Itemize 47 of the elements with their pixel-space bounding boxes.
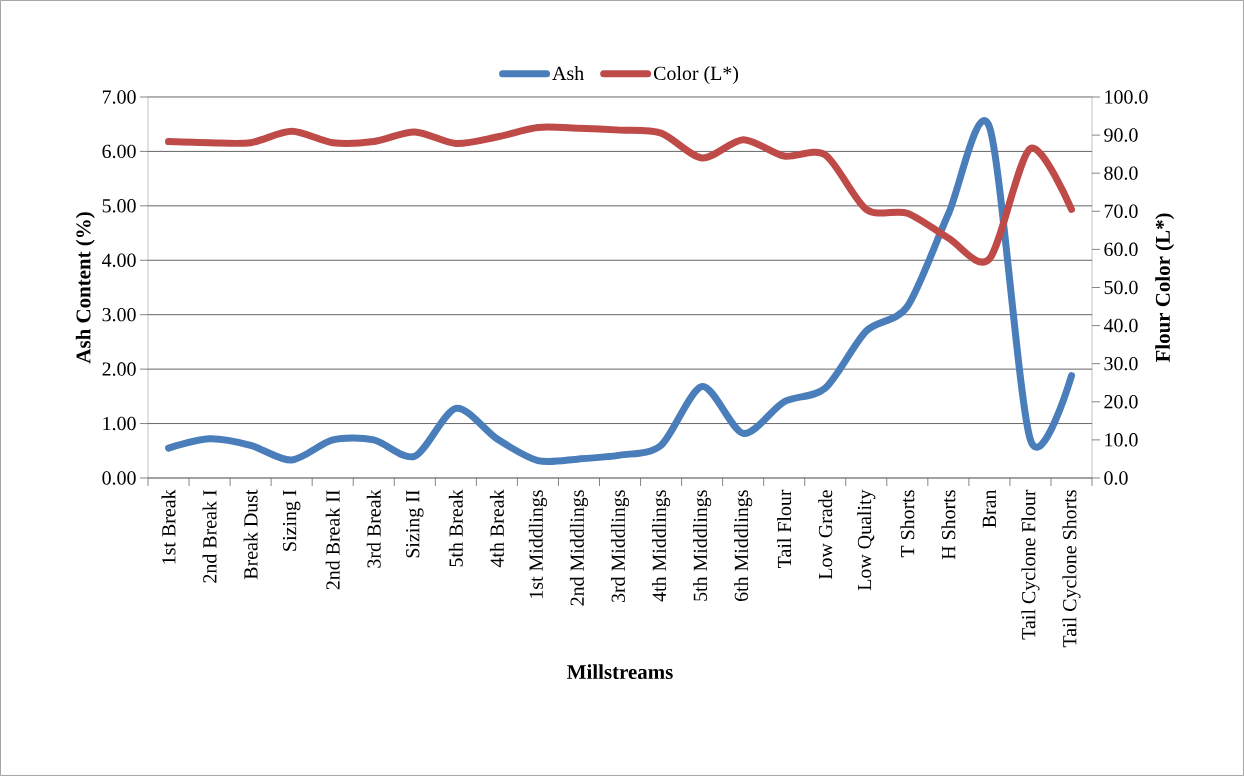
x-tick-label: 1st Middlings: [528, 490, 547, 598]
x-tick-label: Bran: [982, 489, 997, 528]
x-tick-label: Sizing II: [406, 490, 424, 558]
y-tick-label: 3.00: [102, 307, 136, 322]
y2-tick-label: 40.0: [1103, 318, 1138, 333]
x-tick-label: Tail Cyclone Flour: [1021, 489, 1040, 640]
y-tick-label: 6.00: [102, 144, 136, 159]
y-tick-label: 7.00: [102, 90, 136, 104]
x-tick-label: T Shorts: [900, 490, 915, 558]
x-tick-label: 2nd Break II: [325, 490, 340, 590]
y-tick-label: 0.00: [102, 471, 136, 485]
x-tick-label: 4th Middlings: [651, 490, 671, 602]
x-tick-label: Sizing I: [282, 490, 301, 551]
x-tick-label: 3rd Break: [366, 489, 381, 568]
y-axis-title: Ash Content (%): [75, 212, 95, 364]
legend-label: Color (L*): [653, 66, 739, 85]
y2-axis-title: Flour Color (L*): [1155, 213, 1175, 363]
y2-tick-label: 10.0: [1105, 433, 1138, 447]
y-tick-label: 5.00: [102, 199, 136, 213]
x-tick-label: 5th Break: [448, 489, 463, 567]
x-tick-label: Low Grade: [818, 490, 833, 580]
x-tick-label: 2nd Middlings: [569, 490, 589, 606]
y2-tick-label: 80.0: [1104, 166, 1138, 180]
x-tick-label: 5th Middlings: [693, 490, 712, 601]
x-tick-label: 4th Break: [489, 489, 504, 568]
y-tick-label: 1.00: [103, 416, 136, 431]
y2-tick-label: 50.0: [1104, 280, 1138, 295]
x-tick-label: 2nd Break I: [202, 490, 217, 583]
x-tick-label: Tail Flour: [777, 489, 792, 568]
y2-tick-label: 30.0: [1104, 356, 1138, 371]
x-tick-label: Low Quality: [857, 489, 876, 591]
y2-tick-label: 70.0: [1104, 204, 1138, 219]
y2-tick-label: 0.0: [1104, 471, 1128, 485]
y2-tick-label: 90.0: [1104, 128, 1138, 142]
y2-tick-label: 60.0: [1104, 242, 1138, 257]
legend-label: Ash: [552, 66, 584, 81]
y-tick-label: 2.00: [102, 362, 136, 376]
x-tick-label: 6th Middlings: [734, 490, 753, 602]
y2-tick-label: 100.0: [1105, 90, 1148, 104]
y2-tick-label: 20.0: [1104, 395, 1138, 409]
x-axis-title: Millstreams: [567, 664, 673, 680]
x-tick-label: H Shorts: [941, 490, 956, 560]
y-tick-label: 4.00: [102, 253, 136, 268]
x-tick-label: 1st Break: [161, 489, 176, 564]
x-tick-label: 3rd Middlings: [610, 490, 630, 603]
x-tick-label: Break Dust: [243, 489, 258, 580]
x-tick-label: Tail Cyclone Shorts: [1062, 490, 1081, 648]
